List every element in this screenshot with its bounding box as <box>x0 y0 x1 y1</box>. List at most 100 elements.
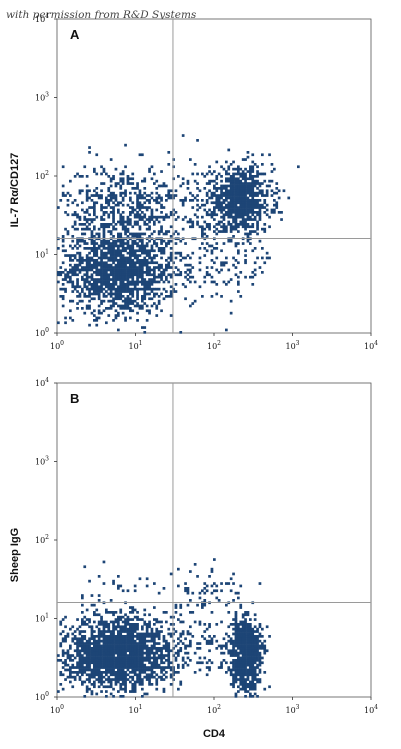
scatter-dot <box>203 275 207 279</box>
scatter-dot <box>169 292 173 296</box>
scatter-dot <box>241 661 245 665</box>
scatter-dot <box>119 177 123 181</box>
scatter-dot <box>126 251 130 255</box>
scatter-dot <box>148 625 151 629</box>
scatter-dot <box>234 591 238 595</box>
scatter-dot <box>114 256 118 260</box>
scatter-dot <box>155 656 159 660</box>
scatter-dot <box>198 620 202 624</box>
scatter-dot <box>177 175 180 178</box>
scatter-dot <box>162 268 166 272</box>
scatter-dot <box>141 203 144 207</box>
scatter-dot <box>177 273 180 277</box>
scatter-dot <box>258 266 262 269</box>
scatter-dot <box>249 618 252 621</box>
scatter-dot <box>71 268 75 272</box>
scatter-dot <box>61 295 65 298</box>
scatter-dot <box>241 656 245 660</box>
scatter-dot <box>263 644 267 648</box>
scatter-dot <box>85 256 89 260</box>
scatter-dot <box>208 213 211 217</box>
scatter-dot <box>112 661 115 665</box>
scatter-dot <box>241 627 245 631</box>
scatter-dot <box>114 639 118 643</box>
scatter-dot <box>201 606 204 609</box>
scatter-dot <box>136 635 139 638</box>
scatter-dot <box>234 613 238 617</box>
scatter-dot <box>100 659 103 662</box>
scatter-dot <box>112 627 115 631</box>
scatter-dot <box>93 201 96 205</box>
scatter-dot <box>119 307 123 310</box>
scatter-dot <box>126 618 130 621</box>
scatter-dot <box>201 589 204 593</box>
scatter-dot <box>95 668 99 672</box>
scatter-dot <box>234 654 238 657</box>
scatter-dot <box>227 189 231 193</box>
scatter-dot <box>169 239 173 243</box>
scatter-dot <box>220 196 223 200</box>
scatter-dot <box>129 206 132 209</box>
scatter-dot <box>64 663 67 667</box>
scatter-dot <box>119 639 123 643</box>
scatter-dot <box>143 613 147 617</box>
scatter-dot <box>244 623 247 626</box>
scatter-dot <box>126 656 130 660</box>
scatter-dot <box>251 685 255 689</box>
scatter-dot <box>100 225 103 229</box>
scatter-dot <box>81 642 84 645</box>
scatter-dot <box>105 637 108 641</box>
scatter-dot <box>244 175 247 178</box>
scatter-dot <box>179 649 183 653</box>
scatter-dot <box>93 283 96 286</box>
scatter-dot <box>124 627 127 631</box>
scatter-dot <box>179 271 183 274</box>
scatter-dot <box>239 203 243 207</box>
scatter-dot <box>172 290 175 293</box>
scatter-dot <box>85 642 89 645</box>
scatter-dot <box>112 213 115 217</box>
scatter-dot <box>88 618 91 621</box>
scatter-dot <box>117 661 120 665</box>
scatter-dot <box>124 680 127 684</box>
scatter-dot <box>102 680 106 684</box>
scatter-dot <box>184 589 187 593</box>
scatter-dot <box>109 680 113 684</box>
scatter-dot <box>121 280 125 284</box>
scatter-dot <box>148 199 151 202</box>
scatter-dot <box>88 275 91 279</box>
scatter-dot <box>117 654 120 657</box>
scatter-dot <box>76 259 79 262</box>
scatter-dot <box>97 290 101 293</box>
scatter-dot <box>100 671 103 674</box>
scatter-dot <box>141 687 144 691</box>
scatter-dot <box>210 584 214 588</box>
scatter-dot <box>241 196 245 200</box>
scatter-dot <box>73 678 77 681</box>
scatter-dot <box>249 692 252 696</box>
scatter-dot <box>107 627 111 631</box>
scatter-dot <box>258 184 262 188</box>
scatter-dot <box>160 647 163 650</box>
scatter-dot <box>138 280 142 284</box>
scatter-dot <box>172 671 175 674</box>
scatter-dot <box>129 635 132 638</box>
scatter-dot <box>148 261 151 265</box>
scatter-dot <box>227 649 231 653</box>
scatter-dot <box>112 668 115 672</box>
scatter-dot <box>95 644 99 648</box>
scatter-dot <box>234 225 238 229</box>
scatter-dot <box>210 249 214 253</box>
scatter-dot <box>172 165 175 169</box>
scatter-dot <box>131 278 135 281</box>
scatter-dot <box>251 201 255 205</box>
scatter-dot <box>145 639 149 643</box>
scatter-dot <box>217 208 221 212</box>
scatter-dot <box>76 295 79 298</box>
scatter-dot <box>100 635 103 638</box>
scatter-dot <box>129 249 132 253</box>
scatter-dot <box>88 213 91 217</box>
scatter-dot <box>131 275 135 279</box>
scatter-dot <box>287 196 291 200</box>
scatter-dot <box>71 637 75 641</box>
